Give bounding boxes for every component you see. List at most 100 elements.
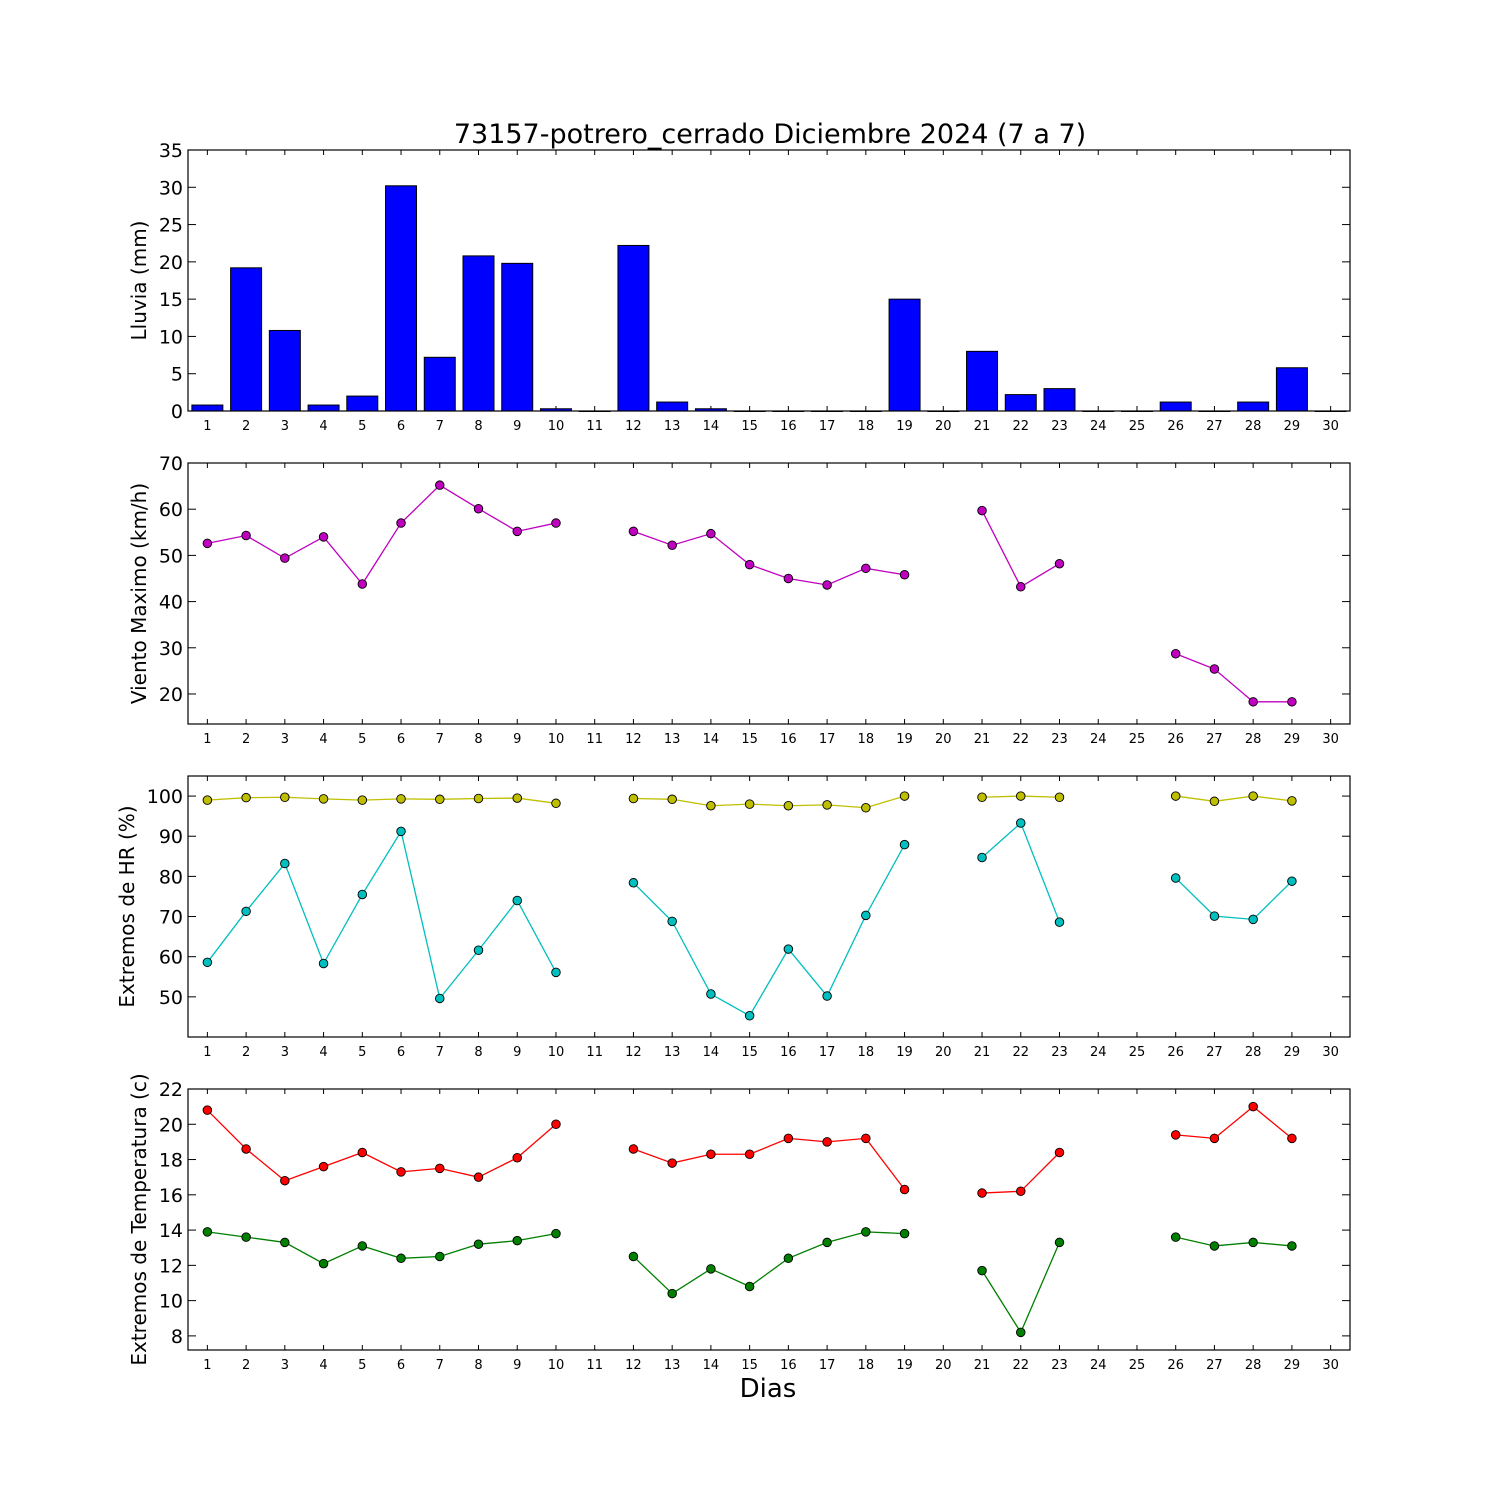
rain-xtick-label: 29	[1284, 419, 1301, 434]
rain-xtick-label: 9	[513, 419, 521, 434]
temperature-series-2-point	[706, 1264, 716, 1274]
wind-xtick-label: 30	[1322, 732, 1339, 747]
humidity-series-1-line	[633, 795, 905, 809]
rain-xtick-label: 15	[741, 419, 758, 434]
rain-xtick-label: 4	[319, 419, 327, 434]
humidity-series-1-point	[1054, 792, 1065, 803]
wind-series-1-point	[1016, 582, 1026, 592]
temperature-xtick-label: 12	[625, 1358, 642, 1373]
wind-series-1-point	[706, 528, 716, 539]
wind-xtick-label: 4	[319, 732, 327, 747]
temperature-series-2-point	[512, 1235, 522, 1246]
humidity-series-1-point	[667, 794, 677, 805]
temperature-series-1-point	[1170, 1130, 1181, 1140]
temperature-xtick-label: 10	[548, 1358, 565, 1373]
wind-xtick-label: 29	[1284, 732, 1301, 747]
wind-xtick-label: 3	[281, 732, 289, 747]
temperature-xtick-label: 3	[281, 1358, 289, 1373]
wind-xtick-label: 6	[397, 732, 405, 747]
rain-xtick-label: 19	[896, 419, 913, 434]
wind-y-axis-label: Viento Maximo (km/h)	[127, 483, 151, 704]
humidity-xtick-label: 28	[1245, 1045, 1262, 1060]
wind-series-1-point	[977, 505, 987, 516]
humidity-series-2-point	[783, 944, 794, 954]
humidity-series-2-line	[981, 821, 1061, 923]
rain-bar	[1237, 401, 1270, 412]
temperature-series-1-point	[318, 1161, 329, 1172]
humidity-xtick-label: 12	[625, 1045, 642, 1060]
humidity-series-1-point	[318, 794, 329, 804]
temperature-xtick-label: 8	[474, 1358, 482, 1373]
temperature-xtick-label: 27	[1206, 1358, 1223, 1373]
temperature-series-2-point	[1170, 1232, 1181, 1242]
wind-series-1-point	[396, 518, 406, 528]
temperature-series-2-point	[783, 1253, 794, 1264]
temperature-series-1-point	[744, 1149, 755, 1159]
temperature-series-2-point	[1209, 1241, 1220, 1251]
humidity-xtick-label: 19	[896, 1045, 913, 1060]
humidity-series-2-point	[396, 826, 406, 837]
rain-xtick-label: 27	[1206, 419, 1223, 434]
temperature-xtick-label: 15	[741, 1358, 758, 1373]
temperature-y-axis-label: Extremos de Temperatura (c)	[127, 1073, 151, 1365]
temperature-ytick-label: 12	[159, 1255, 183, 1277]
temperature-series-2-point	[551, 1228, 561, 1239]
temperature-ytick-label: 16	[159, 1185, 183, 1207]
humidity-plot-frame	[187, 775, 1351, 1038]
wind-xtick-label: 26	[1167, 732, 1184, 747]
humidity-series-2-point	[435, 993, 445, 1004]
rain-xtick-label: 22	[1012, 419, 1029, 434]
wind-xtick-label: 17	[819, 732, 836, 747]
wind-series-1-line	[207, 484, 557, 586]
chart-panels: 1 2 3 4 5 6 7 8 9 10 11 12 13 14 15 16 17 18 19 20 21 22 23 24 2…	[115, 140, 1351, 1373]
humidity-series-1-point	[396, 794, 406, 804]
temperature-series-1-point	[512, 1153, 522, 1163]
humidity-xtick-label: 10	[548, 1045, 565, 1060]
humidity-y-axis-label: Extremos de HR (%)	[115, 805, 139, 1007]
wind-series-1-point	[1209, 664, 1220, 674]
temperature-series-1-point	[396, 1167, 406, 1177]
humidity-series-2-point	[1054, 917, 1065, 927]
rain-bar	[462, 255, 495, 412]
humidity-series-1-point	[435, 794, 445, 805]
temperature-series-2-point	[1287, 1241, 1297, 1251]
humidity-xtick-label: 21	[974, 1045, 991, 1060]
wind-xtick-label: 11	[586, 732, 603, 747]
temperature-xtick-label: 21	[974, 1358, 991, 1373]
temperature-ytick-label: 8	[171, 1326, 183, 1348]
humidity-series-1-point	[202, 795, 213, 805]
humidity-series-1-point	[706, 800, 716, 811]
temperature-series-1-point	[551, 1119, 561, 1130]
humidity-series-1-point	[822, 800, 832, 810]
rain-xtick-label: 26	[1167, 419, 1184, 434]
temperature-series-1-point	[241, 1144, 251, 1154]
temperature-ytick-label: 20	[159, 1114, 183, 1136]
wind-xtick-label: 2	[242, 732, 250, 747]
wind-ytick-label: 50	[159, 545, 183, 567]
rain-xtick-label: 8	[474, 419, 482, 434]
temperature-series-2-point	[1016, 1327, 1026, 1338]
wind-ytick-label: 20	[159, 684, 183, 706]
humidity-series-1-point	[977, 792, 987, 803]
temperature-xtick-label: 28	[1245, 1358, 1262, 1373]
temperature-xtick-label: 22	[1012, 1358, 1029, 1373]
humidity-series-1-point	[1287, 796, 1297, 806]
humidity-xtick-label: 3	[281, 1045, 289, 1060]
temperature-xtick-label: 7	[436, 1358, 444, 1373]
humidity-xtick-label: 30	[1322, 1045, 1339, 1060]
humidity-xtick-label: 15	[741, 1045, 758, 1060]
humidity-xtick-label: 20	[935, 1045, 952, 1060]
wind-series-1-line	[1175, 653, 1292, 703]
figure-title: 73157-potrero_cerrado Diciembre 2024 (7 …	[454, 119, 1086, 150]
humidity-xtick-label: 5	[358, 1045, 366, 1060]
temperature-series-1-point	[822, 1137, 832, 1147]
temperature-series-1-line	[1175, 1105, 1293, 1140]
rain-xtick-label: 10	[548, 419, 565, 434]
rain-ytick-label: 35	[159, 140, 183, 162]
temperature-xtick-label: 29	[1284, 1358, 1301, 1373]
humidity-series-2-point	[1016, 818, 1026, 828]
rain-xtick-label: 5	[358, 419, 366, 434]
humidity-xtick-label: 7	[436, 1045, 444, 1060]
humidity-xtick-label: 2	[242, 1045, 250, 1060]
humidity-xtick-label: 9	[513, 1045, 521, 1060]
